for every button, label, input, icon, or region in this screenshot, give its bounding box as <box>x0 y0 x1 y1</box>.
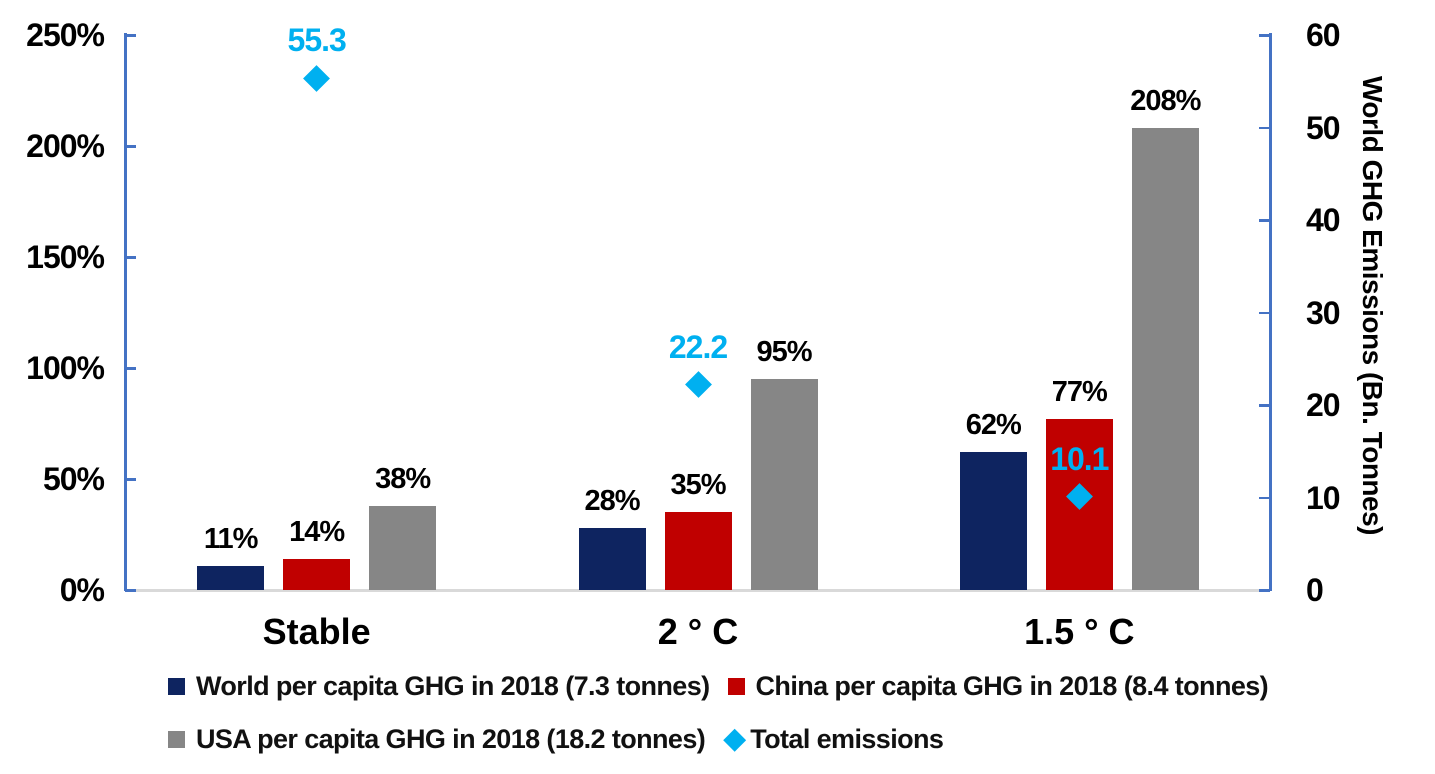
right-axis-tick <box>1259 219 1270 222</box>
left-axis-tick <box>125 34 136 37</box>
bar-value-label: 38% <box>375 462 431 495</box>
bar-usa-1 <box>750 379 818 590</box>
right-axis-tick <box>1259 404 1270 407</box>
left-axis-tick <box>125 145 136 148</box>
right-axis-tick <box>1259 126 1270 129</box>
bar-world-1 <box>578 527 646 590</box>
bar-world-2 <box>959 452 1027 590</box>
right-axis-tick <box>1259 589 1270 592</box>
right-axis-tick-label: 60 <box>1306 17 1341 53</box>
right-axis-tick-label: 10 <box>1306 479 1341 516</box>
right-axis-tick-label: 20 <box>1306 387 1341 423</box>
legend: World per capita GHG in 2018 (7.3 tonnes… <box>168 668 1418 774</box>
left-axis-tick-label: 200% <box>26 128 105 164</box>
legend-label: USA per capita GHG in 2018 (18.2 tonnes) <box>196 724 706 754</box>
left-axis-tick-label: 100% <box>26 350 105 386</box>
bar-value-label: 14% <box>289 515 345 548</box>
bar-value-label: 77% <box>1051 376 1108 409</box>
bar-value-label: 208% <box>1130 85 1201 118</box>
left-axis-line <box>124 33 127 591</box>
left-axis-tick-label: 150% <box>26 239 105 275</box>
right-axis-tick-label: 0 <box>1306 572 1324 608</box>
bar-value-label: 95% <box>756 336 812 369</box>
total-emissions-point <box>303 65 331 92</box>
legend-square-icon <box>168 677 185 695</box>
left-axis-tick <box>125 256 136 259</box>
total-emissions-value-label: 10.1 <box>1050 440 1109 477</box>
legend-square-icon <box>727 677 745 695</box>
bar-value-label: 28% <box>584 484 640 517</box>
legend-label: World per capita GHG in 2018 (7.3 tonnes… <box>196 671 710 701</box>
legend-item: China per capita GHG in 2018 (8.4 tonnes… <box>727 668 1269 704</box>
right-axis-tick <box>1259 496 1270 499</box>
bar-usa-0 <box>369 505 437 590</box>
right-axis-tick <box>1259 34 1270 37</box>
right-axis-tick-label: 50 <box>1306 109 1341 146</box>
left-axis-tick-label: 250% <box>26 17 105 53</box>
left-axis-tick <box>125 367 136 370</box>
bar-china-0 <box>283 558 351 590</box>
total-emissions-value-label: 55.3 <box>287 22 347 59</box>
bar-world-0 <box>197 565 265 590</box>
right-axis-tick-label: 40 <box>1306 202 1341 238</box>
bar-value-label: 11% <box>203 522 258 555</box>
total-emissions-point <box>684 371 712 399</box>
bar-value-label: 62% <box>965 409 1022 442</box>
legend-square-icon <box>168 730 185 748</box>
left-axis-tick <box>125 589 136 592</box>
bar-value-label: 35% <box>670 469 726 502</box>
bar-usa-2 <box>1131 128 1199 590</box>
left-axis-tick-label: 0% <box>59 572 105 608</box>
bar-china-1 <box>664 512 732 590</box>
left-axis-tick <box>125 478 136 481</box>
x-axis-line <box>126 589 1270 592</box>
category-label-2: 1.5 ° C <box>1024 611 1135 652</box>
right-axis-line <box>1269 33 1272 591</box>
legend-item: USA per capita GHG in 2018 (18.2 tonnes) <box>168 721 706 757</box>
right-axis-title: World GHG Emissions (Bn. Tonnes) <box>1357 75 1388 535</box>
left-axis-tick-label: 50% <box>42 461 105 497</box>
total-emissions-value-label: 22.2 <box>668 328 728 365</box>
legend-row-1: USA per capita GHG in 2018 (18.2 tonnes)… <box>168 721 1418 757</box>
legend-item: World per capita GHG in 2018 (7.3 tonnes… <box>168 668 710 704</box>
right-axis-tick-label: 30 <box>1306 294 1341 331</box>
legend-label: China per capita GHG in 2018 (8.4 tonnes… <box>755 671 1269 701</box>
total-emissions-diamond-icon: ◆ <box>723 722 747 755</box>
category-label-0: Stable <box>262 611 371 652</box>
legend-label: Total emissions <box>750 724 944 754</box>
right-axis-tick <box>1259 311 1270 314</box>
category-label-1: 2 ° C <box>657 611 739 652</box>
legend-item: ◆ Total emissions <box>723 721 944 757</box>
legend-row-0: World per capita GHG in 2018 (7.3 tonnes… <box>168 668 1418 704</box>
